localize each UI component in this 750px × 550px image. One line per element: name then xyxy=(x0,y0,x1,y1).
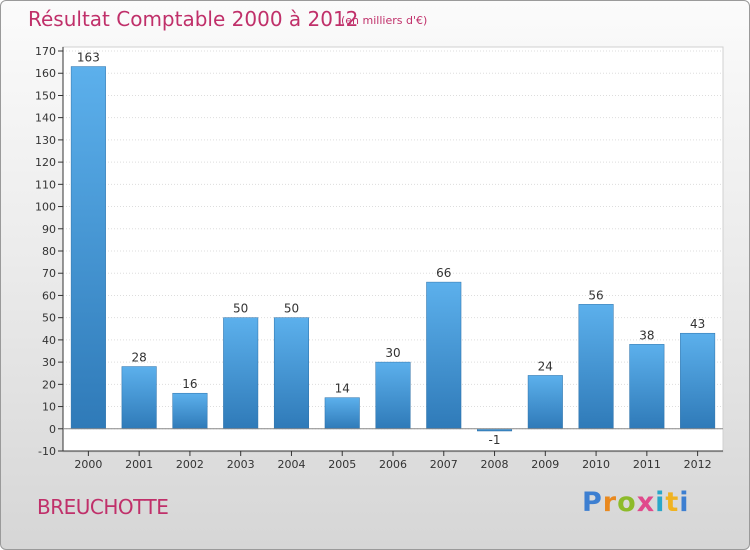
bar-2010 xyxy=(578,304,614,430)
axes: -10 0 10 20 30 40 50 60 70 80 90 100 110 120 130 140 150… xyxy=(35,45,723,471)
value-label-2005: 14 xyxy=(335,382,350,396)
x-tick-label-2005: 2005 xyxy=(328,458,356,471)
y-tick-label: 70 xyxy=(42,267,56,280)
x-tick-label-2009: 2009 xyxy=(531,458,559,471)
chart-title: Résultat Comptable 2000 à 2012 xyxy=(28,7,359,31)
proxiti-logo[interactable]: Proxiti xyxy=(582,487,690,518)
x-tick-label-2008: 2008 xyxy=(481,458,509,471)
commune-name: BREUCHOTTE xyxy=(37,495,169,519)
x-tick-label-2004: 2004 xyxy=(277,458,305,471)
value-label-2001: 28 xyxy=(132,351,147,365)
bar-2011 xyxy=(629,344,665,430)
value-label-2003: 50 xyxy=(233,302,248,316)
y-tick-label: 30 xyxy=(42,356,56,369)
bar-2012 xyxy=(680,332,716,430)
y-tick-label: 160 xyxy=(35,67,56,80)
x-tick-label-2011: 2011 xyxy=(633,458,661,471)
value-label-2006: 30 xyxy=(385,346,400,360)
bar-2006 xyxy=(375,361,411,430)
bar-2009 xyxy=(527,375,563,430)
value-label-2011: 38 xyxy=(639,328,654,342)
value-label-2002: 16 xyxy=(182,377,197,391)
y-tick-label: 170 xyxy=(35,45,56,58)
y-tick-label: 110 xyxy=(35,178,56,191)
y-tick-label: 80 xyxy=(42,245,56,258)
bars xyxy=(70,66,716,432)
y-tick-label: 90 xyxy=(42,223,56,236)
value-label-2009: 24 xyxy=(538,359,553,373)
y-tick-label: 140 xyxy=(35,112,56,125)
bar-2007 xyxy=(426,281,462,430)
x-tick-label-2000: 2000 xyxy=(74,458,102,471)
x-tick-label-2003: 2003 xyxy=(227,458,255,471)
x-tick-label-2001: 2001 xyxy=(125,458,153,471)
chart-subtitle: (en milliers d'€) xyxy=(341,14,428,27)
y-tick-label: 120 xyxy=(35,156,56,169)
x-tick-label-2007: 2007 xyxy=(430,458,458,471)
y-tick-label: -10 xyxy=(38,445,56,458)
bar-2000 xyxy=(70,66,106,430)
bar-2003 xyxy=(223,317,259,430)
value-label-2010: 56 xyxy=(588,288,603,302)
value-label-2000: 163 xyxy=(77,51,100,65)
bar-2004 xyxy=(273,317,309,430)
value-labels: 163 28 16 50 50 14 30 66 -1 24 56 38 43 xyxy=(77,51,705,447)
bar-2001 xyxy=(121,366,157,430)
value-label-2004: 50 xyxy=(284,302,299,316)
y-tick-label: 10 xyxy=(42,401,56,414)
value-label-2012: 43 xyxy=(690,317,705,331)
y-tick-label: 50 xyxy=(42,312,56,325)
x-tick-label-2012: 2012 xyxy=(684,458,712,471)
y-tick-label: 130 xyxy=(35,134,56,147)
bar-2002 xyxy=(172,392,208,430)
x-tick-label-2002: 2002 xyxy=(176,458,204,471)
value-label-2008: -1 xyxy=(489,433,501,447)
value-label-2007: 66 xyxy=(436,266,451,280)
y-tick-label: 100 xyxy=(35,201,56,214)
y-tick-label: 0 xyxy=(49,423,56,436)
y-tick-label: 40 xyxy=(42,334,56,347)
x-tick-label-2006: 2006 xyxy=(379,458,407,471)
bar-2005 xyxy=(324,397,360,430)
y-tick-label: 20 xyxy=(42,378,56,391)
y-tick-label: 150 xyxy=(35,89,56,102)
x-tick-label-2010: 2010 xyxy=(582,458,610,471)
y-tick-label: 60 xyxy=(42,289,56,302)
